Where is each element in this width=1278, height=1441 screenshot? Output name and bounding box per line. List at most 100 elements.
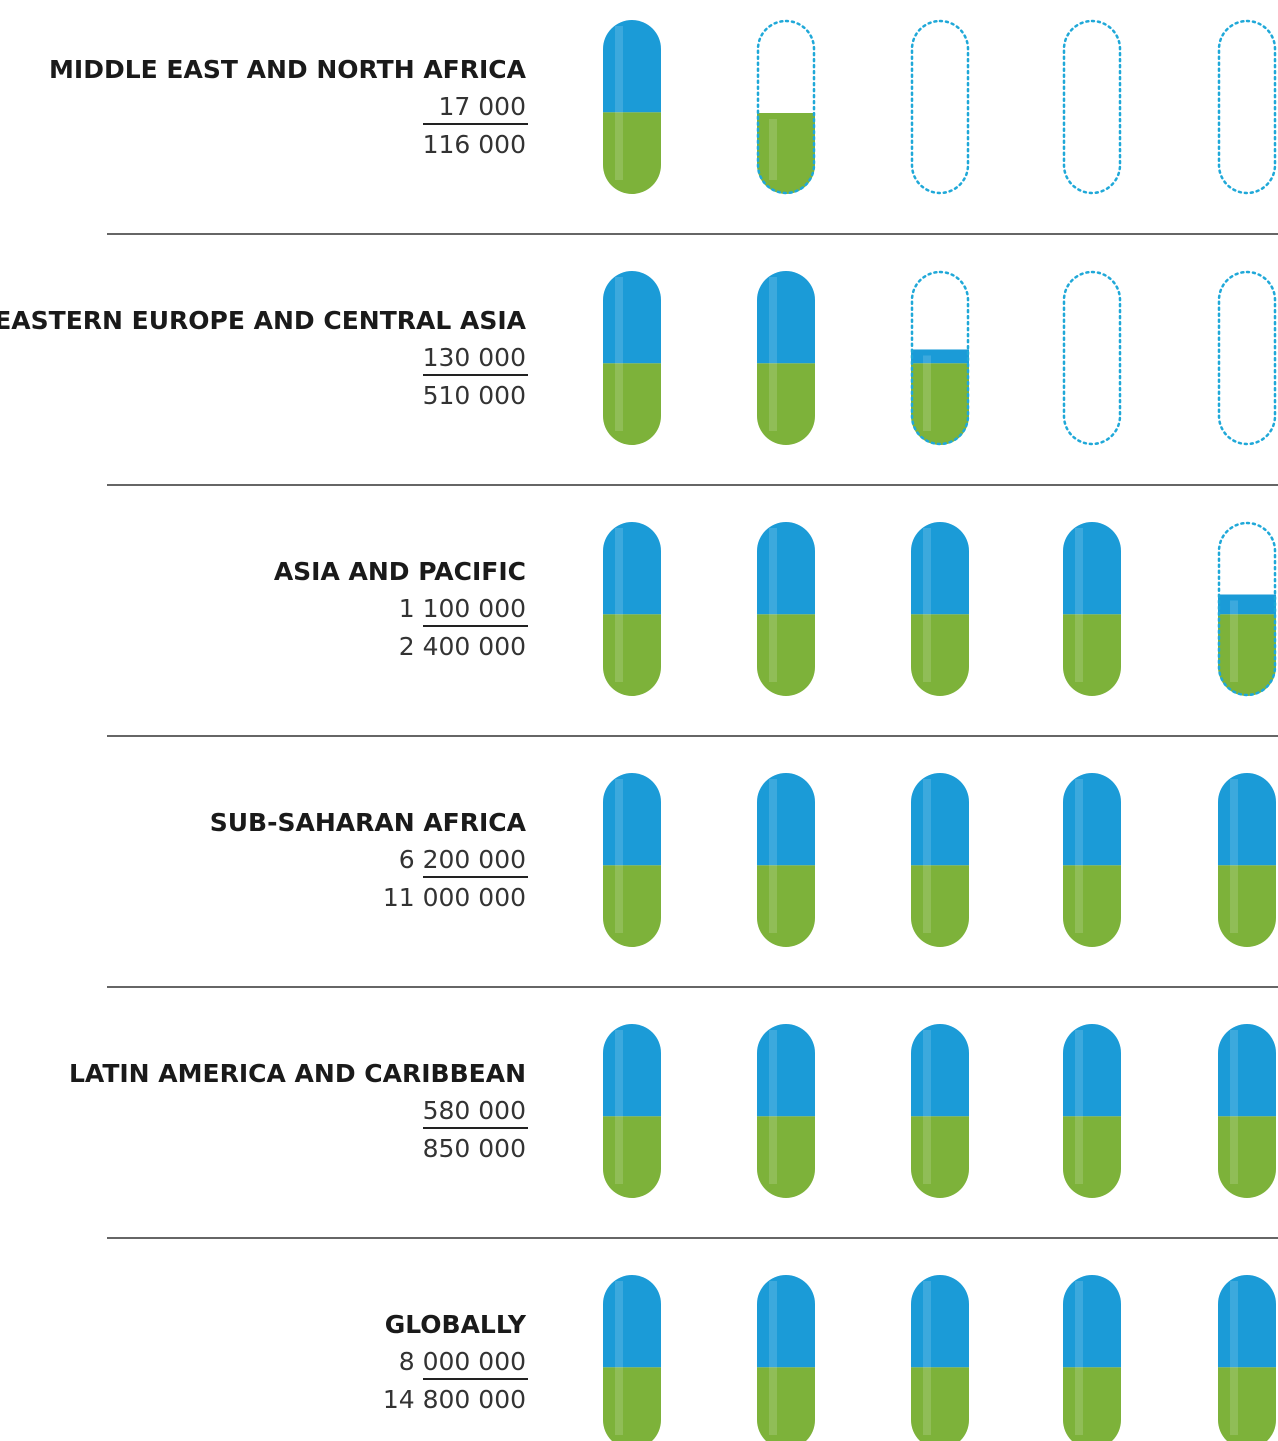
denominator: 14 800 000 — [383, 1385, 526, 1414]
pill — [757, 1024, 815, 1198]
pill-green — [1218, 1367, 1276, 1441]
pill-outline — [1062, 270, 1122, 446]
region-title: GLOBALLY — [385, 1310, 527, 1339]
denominator: 510 000 — [423, 381, 526, 410]
pill-shine — [1230, 1281, 1238, 1435]
pill-shine — [615, 26, 623, 180]
pill-blue — [757, 271, 815, 364]
pill-green — [1218, 865, 1276, 947]
pill-green — [1063, 614, 1121, 696]
pill-blue — [1218, 773, 1276, 866]
pill-green — [757, 363, 815, 445]
pill-blue — [757, 522, 815, 615]
pill-shine — [769, 277, 777, 431]
pill — [603, 1275, 661, 1441]
pill — [911, 522, 969, 696]
pill-shine — [615, 528, 623, 682]
pill-green — [603, 363, 661, 445]
denominator: 116 000 — [423, 130, 526, 159]
pill-green — [911, 614, 969, 696]
pill-outline — [756, 19, 816, 195]
pill — [911, 1024, 969, 1198]
pill-shine — [615, 1281, 623, 1435]
pill-green — [757, 1367, 815, 1441]
pill — [911, 773, 969, 947]
pill-outline — [910, 270, 970, 446]
pill-green — [1218, 614, 1276, 696]
pill-shine — [769, 1281, 777, 1435]
pill-blue — [757, 1275, 815, 1368]
pill-blue — [603, 20, 661, 113]
pill-blue — [757, 1024, 815, 1117]
pill-outline — [1217, 19, 1277, 195]
pill-green — [757, 1116, 815, 1198]
pill-blue — [911, 1024, 969, 1117]
pill — [1218, 594, 1276, 696]
pill — [1218, 1024, 1276, 1198]
pill — [1063, 1275, 1121, 1441]
pill-outline — [1217, 270, 1277, 446]
pill-blue — [603, 1275, 661, 1368]
pill-shine — [1230, 779, 1238, 933]
numerator: 6 200 000 — [399, 845, 526, 874]
pill-green — [603, 865, 661, 947]
pill-blue — [911, 522, 969, 615]
pill-green — [911, 865, 969, 947]
pill-shine — [615, 277, 623, 431]
pill-green — [757, 614, 815, 696]
pill-green — [1218, 1116, 1276, 1198]
numerator: 8 000 000 — [399, 1347, 526, 1376]
pill — [757, 113, 815, 194]
region-title: SUB-SAHARAN AFRICA — [210, 808, 527, 837]
pill — [1063, 1024, 1121, 1198]
pill-shine — [1230, 1030, 1238, 1184]
pill-outline — [910, 19, 970, 195]
pill — [757, 1275, 815, 1441]
pill — [1063, 773, 1121, 947]
pill-shine — [1230, 600, 1238, 682]
pill-blue — [911, 349, 969, 364]
pill — [911, 349, 969, 445]
pill — [603, 20, 661, 194]
pill-blue — [603, 773, 661, 866]
pill — [1218, 1275, 1276, 1441]
pill-outline — [1217, 521, 1277, 697]
pill-blue — [911, 1275, 969, 1368]
denominator: 2 400 000 — [399, 632, 526, 661]
pill-outline — [1062, 19, 1122, 195]
pill-green — [603, 1116, 661, 1198]
pill-shine — [1075, 1281, 1083, 1435]
pill — [757, 773, 815, 947]
denominator: 11 000 000 — [383, 883, 526, 912]
pill — [757, 522, 815, 696]
pill-blue — [1063, 1024, 1121, 1117]
pill-shine — [769, 1030, 777, 1184]
pill-blue — [1218, 1275, 1276, 1368]
pill-shine — [615, 779, 623, 933]
pill-green — [603, 1367, 661, 1441]
pill-green — [1063, 1116, 1121, 1198]
pill-blue — [603, 271, 661, 364]
pill — [603, 522, 661, 696]
pill-blue — [1063, 1275, 1121, 1368]
pill-shine — [923, 355, 931, 431]
region-title: LATIN AMERICA AND CARIBBEAN — [69, 1059, 526, 1088]
pill-green — [1063, 865, 1121, 947]
pill — [1218, 773, 1276, 947]
pill-shine — [769, 528, 777, 682]
pill-shine — [923, 779, 931, 933]
pill-blue — [1063, 773, 1121, 866]
pill — [603, 271, 661, 445]
pill-blue — [911, 773, 969, 866]
pill — [911, 1275, 969, 1441]
pill-blue — [1063, 522, 1121, 615]
pill-shine — [615, 1030, 623, 1184]
numerator: 1 100 000 — [399, 594, 526, 623]
pill-blue — [1218, 594, 1276, 615]
pill-shine — [1075, 779, 1083, 933]
region-title: EASTERN EUROPE AND CENTRAL ASIA — [0, 306, 527, 335]
pill-blue — [757, 773, 815, 866]
pill-green — [603, 614, 661, 696]
pill — [1063, 522, 1121, 696]
